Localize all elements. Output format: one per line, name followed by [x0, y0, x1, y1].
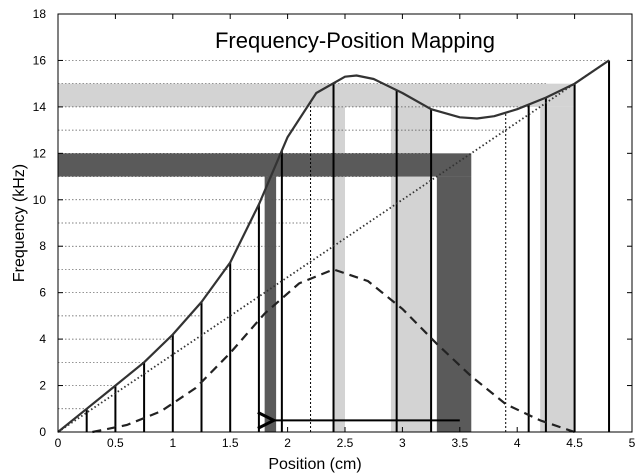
vertical-band — [436, 176, 472, 432]
x-tick-label: 0 — [55, 436, 62, 450]
x-tick-label: 1.5 — [222, 436, 239, 450]
mapping-curve — [57, 59, 610, 433]
y-tick-label: 14 — [33, 100, 47, 114]
x-tick-label: 5 — [629, 436, 636, 450]
y-tick-label: 12 — [33, 146, 47, 160]
linear-reference-line — [57, 59, 610, 433]
y-tick-label: 2 — [39, 379, 46, 393]
x-tick-label: 0.5 — [107, 436, 124, 450]
x-tick-label: 3 — [399, 436, 406, 450]
y-tick-label: 18 — [33, 7, 47, 21]
x-tick-label: 1 — [169, 436, 176, 450]
y-tick-label: 16 — [33, 53, 47, 67]
x-tick-label: 2.5 — [337, 436, 354, 450]
horizontal-band — [58, 153, 472, 177]
y-tick-label: 8 — [39, 239, 46, 253]
chart-title: Frequency-Position Mapping — [215, 28, 495, 53]
y-tick-label: 0 — [39, 425, 46, 439]
y-tick-label: 4 — [39, 332, 46, 346]
y-tick-label: 6 — [39, 286, 46, 300]
vertical-band — [333, 106, 345, 432]
vertical-band — [264, 176, 277, 432]
horizontal-band — [58, 83, 575, 107]
x-tick-label: 4 — [514, 436, 521, 450]
x-tick-label: 4.5 — [566, 436, 583, 450]
y-axis-label: Frequency (kHz) — [11, 164, 28, 282]
x-tick-label: 2 — [284, 436, 291, 450]
y-tick-label: 10 — [33, 193, 47, 207]
x-axis-label: Position (cm) — [268, 456, 361, 473]
x-tick-label: 3.5 — [451, 436, 468, 450]
